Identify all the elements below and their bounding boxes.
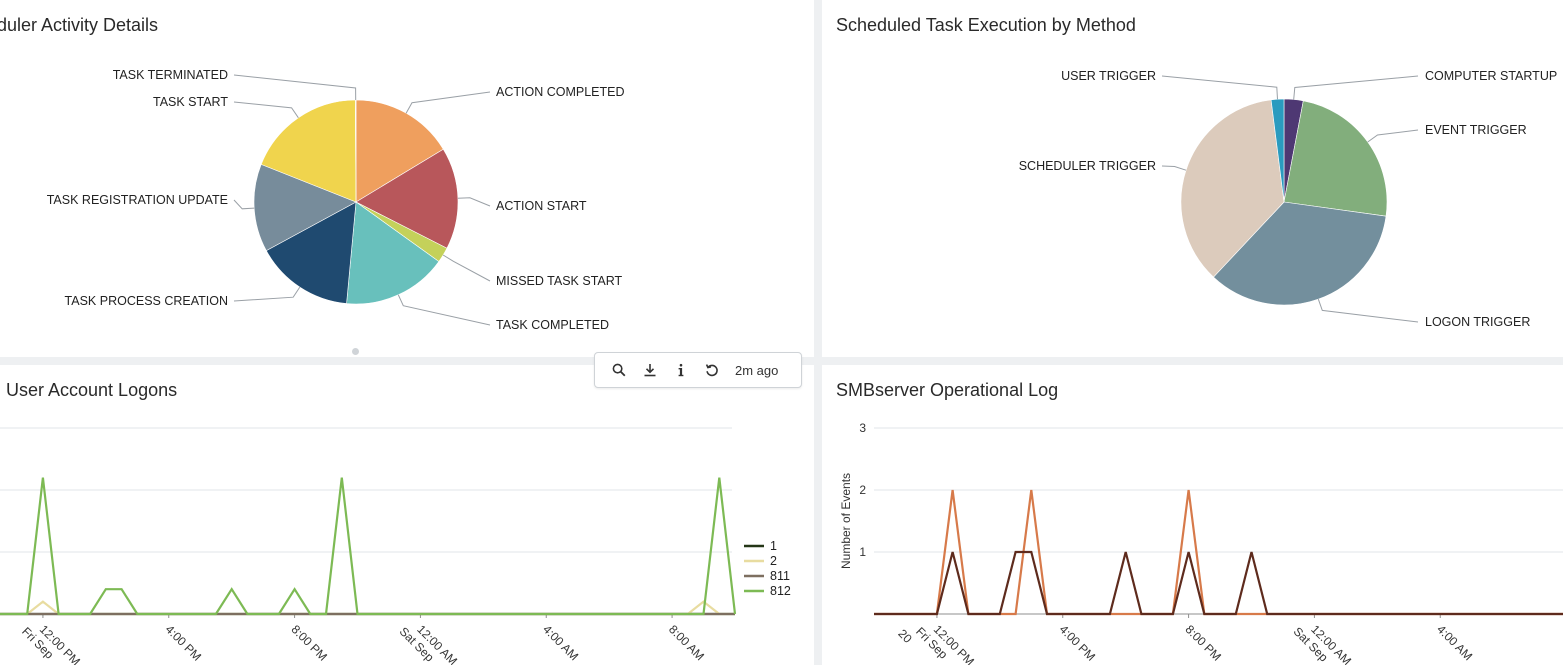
- download-button[interactable]: [634, 355, 665, 385]
- x-tick-label: 12:00 PMFri Sep20: [895, 607, 977, 665]
- pie-leader-line: [1293, 75, 1419, 100]
- y-axis-label: Number of Events: [839, 473, 853, 569]
- pie-label-task-terminated: TASK TERMINATED: [113, 68, 228, 82]
- legend-label-812: 812: [770, 584, 791, 598]
- search-icon: [612, 363, 625, 377]
- smbserver-line-chart: 1 2 3 Number of Events 12:00 PMFri Sep20 4:00…: [839, 421, 1563, 665]
- y-tick-label: 1: [859, 545, 866, 559]
- x-tick-label: 8:00 PM: [1182, 622, 1224, 664]
- pie-slice-logon-trigger[interactable]: [1213, 201, 1387, 306]
- pie-slice-task-start[interactable]: [260, 99, 357, 203]
- user-logons-panel: User Account Logons 12:00 PMFri Sep 4:00 …: [0, 365, 814, 665]
- info-icon: [678, 363, 683, 377]
- y-tick-label: 2: [859, 483, 866, 497]
- download-icon: [644, 364, 655, 377]
- pie-slice-event-trigger[interactable]: [1283, 100, 1388, 217]
- smbserver-panel: SMBserver Operational Log 1 2 3 Number of E…: [822, 365, 1563, 665]
- task-execution-panel: Scheduled Task Execution by Method COMPU…: [822, 0, 1563, 357]
- refresh-button[interactable]: [696, 355, 727, 385]
- series-line-812[interactable]: [0, 477, 737, 616]
- last-updated-status: 2m ago: [735, 362, 779, 378]
- pie-label-scheduler-trigger: SCHEDULER TRIGGER: [1019, 159, 1156, 173]
- x-tick-label: 12:00 AMSat Sep: [1291, 614, 1354, 665]
- legend-label-2: 2: [770, 554, 777, 568]
- pie-leader-line: [1161, 75, 1278, 100]
- panel-title: Scheduled Task Execution by Method: [836, 15, 1136, 35]
- pie-leader-line: [1367, 129, 1419, 143]
- pie-leader-line: [233, 74, 357, 101]
- pie-leader-line: [1317, 298, 1419, 323]
- pie-leader-line: [1161, 165, 1187, 171]
- pie-label-task-start: TASK START: [153, 95, 228, 109]
- x-tick-label: 8:00 AM: [666, 622, 707, 663]
- pie-label-missed-task-start: MISSED TASK START: [496, 274, 623, 288]
- pie-label-action-start: ACTION START: [496, 199, 587, 213]
- series-line-1[interactable]: [874, 550, 1563, 616]
- legend-label-1: 1: [770, 539, 777, 553]
- x-tick-label: 4:00 AM: [1434, 622, 1475, 663]
- scheduler-activity-pie-chart: ACTION COMPLETED ACTION START MISSED TASK …: [47, 68, 625, 332]
- search-button[interactable]: [603, 355, 634, 385]
- pie-leader-line: [233, 199, 255, 210]
- pie-leader-line: [405, 91, 491, 114]
- x-tick-label: 4:00 PM: [163, 622, 205, 664]
- pie-slice-action-start[interactable]: [355, 148, 459, 249]
- scheduler-activity-panel: duler Activity Details ACTION COMPLETED A…: [0, 0, 814, 357]
- panel-title: User Account Logons: [6, 380, 178, 400]
- pie-leader-line: [233, 286, 301, 302]
- panel-title: duler Activity Details: [0, 15, 159, 35]
- refresh-icon: [705, 364, 718, 377]
- pie-leader-line: [397, 294, 491, 326]
- info-button[interactable]: [665, 355, 696, 385]
- pie-label-task-completed: TASK COMPLETED: [496, 318, 609, 332]
- pie-label-task-process-creation: TASK PROCESS CREATION: [65, 294, 228, 308]
- pie-slice-user-trigger[interactable]: [1270, 98, 1285, 203]
- pie-label-task-registration-update: TASK REGISTRATION UPDATE: [47, 193, 228, 207]
- pie-label-logon-trigger: LOGON TRIGGER: [1425, 315, 1530, 329]
- pie-label-computer-startup: COMPUTER STARTUP: [1425, 69, 1557, 83]
- pie-slice-action-completed[interactable]: [355, 99, 444, 203]
- panel-toolbar: 2m ago: [594, 352, 802, 388]
- pie-slice-task-registration-update[interactable]: [253, 163, 357, 252]
- user-logons-line-chart: 12:00 PMFri Sep 4:00 PM 8:00 PM 12:00 AMSat…: [0, 427, 791, 665]
- series-line-2[interactable]: [0, 600, 735, 616]
- pie-slice-scheduler-trigger[interactable]: [1180, 99, 1285, 278]
- y-tick-label: 3: [859, 421, 866, 435]
- legend-label-811: 811: [770, 569, 790, 583]
- x-tick-label: 12:00 PMFri Sep: [19, 614, 83, 665]
- pie-leader-line: [442, 254, 491, 282]
- task-execution-pie-chart: COMPUTER STARTUP EVENT TRIGGER LOGON TRIGG…: [1019, 69, 1557, 329]
- pie-leader-line: [457, 197, 491, 207]
- scroll-indicator: [352, 348, 359, 355]
- pie-label-user-trigger: USER TRIGGER: [1061, 69, 1156, 83]
- pie-label-event-trigger: EVENT TRIGGER: [1425, 123, 1527, 137]
- pie-label-action-completed: ACTION COMPLETED: [496, 85, 625, 99]
- pie-leader-line: [233, 101, 299, 119]
- x-tick-label: 8:00 PM: [288, 622, 330, 664]
- x-tick-label: 12:00 AMSat Sep: [397, 614, 460, 665]
- x-tick-label: 4:00 AM: [540, 622, 581, 663]
- panel-title: SMBserver Operational Log: [836, 380, 1059, 400]
- pie-slice-task-completed[interactable]: [346, 201, 440, 305]
- x-tick-label: 4:00 PM: [1057, 622, 1099, 664]
